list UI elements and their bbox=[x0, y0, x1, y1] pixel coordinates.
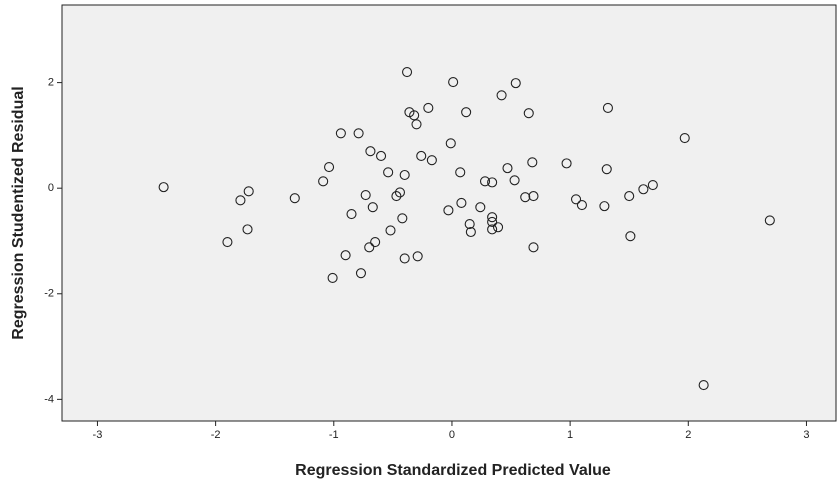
x-tick-label: -3 bbox=[93, 429, 103, 441]
y-axis-title: Regression Studentized Residual bbox=[10, 86, 27, 339]
point bbox=[638, 184, 649, 195]
point bbox=[443, 205, 454, 216]
point bbox=[376, 150, 387, 162]
point bbox=[509, 175, 520, 186]
point bbox=[346, 209, 357, 220]
point bbox=[409, 110, 420, 121]
y-tick-label: -2 bbox=[44, 288, 54, 300]
point bbox=[528, 191, 539, 202]
y-tick-label: 2 bbox=[48, 77, 54, 89]
point bbox=[383, 167, 394, 178]
point bbox=[475, 202, 486, 213]
point bbox=[399, 169, 410, 181]
point bbox=[496, 90, 507, 101]
point bbox=[576, 200, 587, 211]
point bbox=[324, 162, 335, 173]
point bbox=[318, 176, 329, 187]
point bbox=[394, 187, 406, 198]
point bbox=[601, 164, 612, 175]
point bbox=[487, 212, 498, 223]
x-tick-label: 2 bbox=[685, 429, 691, 441]
y-tick-label: -4 bbox=[44, 393, 54, 405]
point bbox=[399, 253, 410, 264]
point bbox=[698, 380, 709, 391]
point bbox=[416, 150, 427, 162]
point bbox=[365, 146, 376, 157]
point bbox=[487, 216, 498, 228]
point bbox=[402, 66, 413, 78]
point bbox=[448, 77, 459, 88]
point bbox=[465, 226, 476, 238]
point bbox=[464, 219, 475, 230]
x-axis-title: Regression Standardized Predicted Value bbox=[295, 462, 611, 479]
point bbox=[570, 194, 582, 205]
point bbox=[625, 231, 636, 242]
x-tick-label: 3 bbox=[803, 429, 809, 441]
point bbox=[289, 193, 300, 204]
point bbox=[426, 155, 437, 166]
point bbox=[335, 128, 346, 139]
point bbox=[528, 242, 539, 253]
point bbox=[527, 157, 538, 168]
point bbox=[520, 192, 531, 203]
point bbox=[455, 167, 466, 178]
point bbox=[624, 191, 635, 202]
point bbox=[479, 176, 491, 187]
point bbox=[423, 102, 434, 113]
point bbox=[242, 224, 253, 235]
point bbox=[492, 222, 504, 233]
point bbox=[355, 268, 367, 279]
point bbox=[370, 236, 381, 248]
point bbox=[397, 213, 408, 224]
point bbox=[679, 132, 690, 144]
point bbox=[367, 202, 378, 213]
x-tick-label: -2 bbox=[211, 429, 221, 441]
point bbox=[764, 215, 775, 226]
plot-area bbox=[61, 4, 837, 422]
point bbox=[235, 195, 246, 206]
point bbox=[158, 182, 169, 193]
point bbox=[360, 190, 371, 201]
point bbox=[327, 272, 338, 283]
point bbox=[456, 197, 467, 209]
point bbox=[385, 225, 396, 236]
point bbox=[561, 158, 572, 169]
y-tick-label: 0 bbox=[48, 182, 54, 194]
point bbox=[391, 191, 402, 202]
x-tick-label: 0 bbox=[449, 429, 455, 441]
point bbox=[523, 108, 534, 119]
point bbox=[599, 201, 610, 212]
x-tick-label: -1 bbox=[329, 429, 339, 441]
point bbox=[510, 78, 521, 89]
point bbox=[353, 128, 364, 139]
point bbox=[461, 107, 472, 118]
point bbox=[602, 102, 613, 113]
point bbox=[340, 250, 351, 261]
point bbox=[445, 138, 456, 149]
x-tick-label: 1 bbox=[567, 429, 573, 441]
point bbox=[222, 236, 233, 248]
point bbox=[647, 179, 658, 191]
point bbox=[487, 224, 498, 235]
point bbox=[364, 242, 375, 253]
point bbox=[411, 119, 422, 130]
point bbox=[412, 251, 423, 262]
point bbox=[502, 163, 513, 174]
point bbox=[487, 177, 498, 188]
point bbox=[243, 186, 254, 197]
